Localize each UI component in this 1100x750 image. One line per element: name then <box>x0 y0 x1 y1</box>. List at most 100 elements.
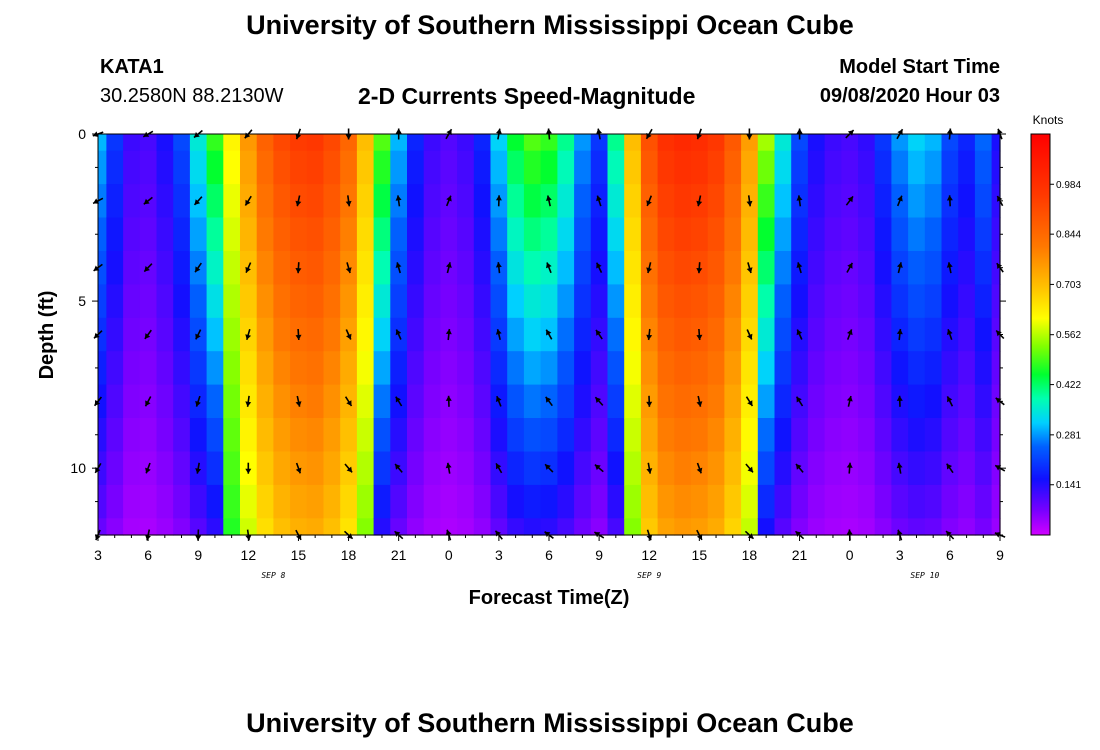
vector-head <box>346 466 353 473</box>
vector-head <box>796 195 803 201</box>
heatmap-cell <box>958 351 976 386</box>
vector-head <box>446 262 452 268</box>
heatmap-cell <box>807 184 826 219</box>
heatmap-cell <box>206 134 224 152</box>
heatmap-cell <box>624 518 642 536</box>
heatmap-cell <box>974 451 993 486</box>
heatmap-cell <box>139 217 158 252</box>
heatmap-cell <box>189 418 208 452</box>
heatmap-cell <box>356 518 375 536</box>
date-label: SEP 8 <box>261 571 285 580</box>
heatmap-cell <box>407 351 425 386</box>
heatmap-cell <box>189 217 208 252</box>
heatmap-cell <box>306 317 325 352</box>
heatmap-cell <box>189 134 208 152</box>
vector-head <box>846 529 853 535</box>
vector-head <box>696 401 703 407</box>
heatmap-cell <box>523 384 542 419</box>
heatmap-cell <box>523 451 542 486</box>
heatmap-cell <box>908 134 926 152</box>
heatmap-cell <box>657 217 675 252</box>
heatmap-cell <box>273 251 291 285</box>
heatmap-cell <box>657 384 675 419</box>
heatmap-cell <box>824 351 842 386</box>
heatmap-cell <box>156 451 174 486</box>
heatmap-cell <box>423 217 441 252</box>
heatmap-cell <box>473 251 492 285</box>
heatmap-cell <box>557 384 575 419</box>
vector-head <box>195 266 201 273</box>
x-axis-label: Forecast Time(Z) <box>469 587 630 609</box>
heatmap-cell <box>824 134 842 152</box>
current-vector-arrow <box>897 262 903 274</box>
vector-head <box>194 199 201 205</box>
heatmap-cell <box>390 134 408 152</box>
heatmap-cell <box>206 518 224 536</box>
heatmap-cell <box>98 150 107 185</box>
heatmap-cell <box>791 351 809 386</box>
heatmap-cell <box>323 351 341 386</box>
heatmap-cell <box>724 251 742 285</box>
vector-head <box>295 334 302 340</box>
heatmap-cell <box>156 384 174 419</box>
vector-head <box>596 128 602 134</box>
heatmap-cell <box>858 451 876 486</box>
vector-head <box>445 462 452 469</box>
heatmap-cell <box>323 251 341 285</box>
x-tick-label: 18 <box>742 547 758 563</box>
heatmap-cell <box>908 451 926 486</box>
heatmap-cell <box>741 284 759 319</box>
vector-head <box>946 128 953 134</box>
heatmap-cell <box>173 217 191 252</box>
heatmap-cell <box>574 184 592 219</box>
heatmap-cell <box>574 451 592 486</box>
heatmap-cell <box>657 317 675 352</box>
heatmap-cell <box>757 184 776 219</box>
current-vector-arrow <box>295 395 302 407</box>
current-vector-arrow <box>144 329 152 340</box>
heatmap-cell <box>640 134 659 152</box>
vector-head <box>594 464 601 471</box>
heatmap-cell <box>874 134 892 152</box>
heatmap-cell <box>356 284 375 319</box>
heatmap-cell <box>858 351 876 386</box>
heatmap-cell <box>490 150 508 185</box>
heatmap-cell <box>858 518 876 536</box>
heatmap-cell <box>974 317 993 352</box>
vector-head <box>445 529 452 536</box>
heatmap-cell <box>473 484 492 519</box>
heatmap-cell <box>924 184 943 219</box>
heatmap-cell <box>390 284 408 319</box>
heatmap-cell <box>273 484 291 519</box>
vector-head <box>395 262 402 268</box>
heatmap-cell <box>423 351 441 386</box>
vector-head <box>946 329 953 335</box>
heatmap-cell <box>156 150 174 185</box>
vector-head <box>546 329 552 336</box>
vector-head <box>495 262 502 268</box>
heatmap-cell <box>189 351 208 386</box>
heatmap-cell <box>757 451 776 486</box>
heatmap-cell <box>891 518 909 536</box>
heatmap-cell <box>457 451 475 486</box>
heatmap-cell <box>156 418 174 452</box>
heatmap-cell <box>657 418 675 452</box>
vector-head <box>295 467 302 474</box>
vector-head <box>746 333 753 340</box>
heatmap-cell <box>924 251 943 285</box>
heatmap-cell <box>707 351 725 386</box>
heatmap-cell <box>373 284 391 319</box>
heatmap-cell <box>106 134 124 152</box>
station-id: KATA1 <box>100 56 164 78</box>
current-vector-arrow <box>345 329 352 340</box>
heatmap-cell <box>908 184 926 219</box>
vector-head <box>395 329 402 336</box>
page-title: University of Southern Mississippi Ocean… <box>246 10 854 40</box>
heatmap-cell <box>156 284 174 319</box>
heatmap-cell <box>807 418 826 452</box>
vector-head <box>144 333 151 339</box>
heatmap-cell <box>841 351 859 386</box>
vector-head <box>245 334 252 340</box>
vector-head <box>796 396 802 403</box>
current-vector-arrow <box>195 329 202 340</box>
